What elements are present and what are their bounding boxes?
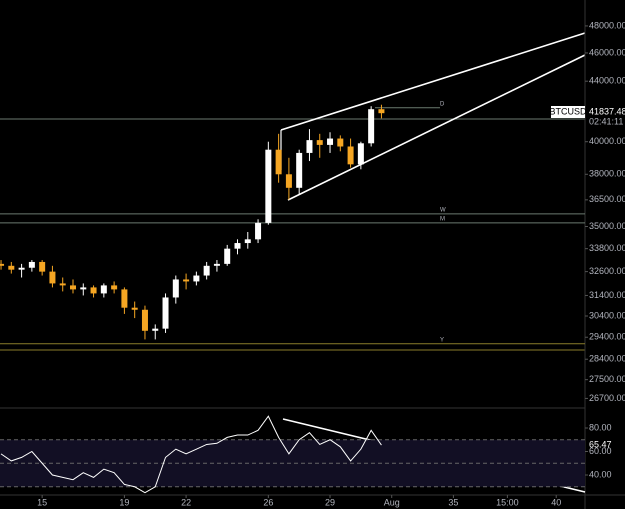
- candle-body: [49, 271, 56, 284]
- level-label: D: [440, 101, 445, 107]
- candle-body: [162, 297, 169, 329]
- candle-body: [0, 263, 5, 266]
- candle-body: [141, 309, 148, 331]
- x-tick-label: 22: [181, 497, 191, 507]
- level-label: Y: [440, 337, 444, 343]
- candle-body: [111, 285, 118, 290]
- rsi-line: [0, 415, 382, 494]
- y-tick-label: 33800.00: [589, 243, 625, 253]
- candle-body: [244, 239, 251, 244]
- candle-body: [224, 248, 231, 264]
- rsi-last-label: 65.47: [589, 439, 612, 449]
- candle-body: [378, 109, 385, 114]
- candle-body: [368, 109, 375, 144]
- y-tick-label: 30400.00: [589, 310, 625, 320]
- y-tick-label: 46000.00: [589, 47, 625, 57]
- candle-body: [80, 287, 87, 290]
- rsi-tick-label: 80.00: [589, 422, 612, 432]
- candle-body: [69, 285, 76, 290]
- x-tick-label: 15:00: [496, 497, 519, 507]
- candle-body: [183, 279, 190, 282]
- wedge-upper-line: [280, 32, 586, 131]
- x-tick-label: 40: [551, 497, 561, 507]
- rsi-tick-label: 40.00: [589, 469, 612, 479]
- candle-body: [306, 140, 313, 153]
- level-label: W: [440, 208, 446, 214]
- candle-body: [213, 263, 220, 266]
- level-label: M: [440, 216, 445, 222]
- candle-body: [59, 283, 66, 286]
- x-tick-label: 29: [325, 497, 335, 507]
- x-tick-label: 35: [448, 497, 458, 507]
- candle-body: [121, 289, 128, 308]
- y-tick-label: 27500.00: [589, 374, 625, 384]
- last-price-label: 41837.48: [589, 106, 625, 116]
- candle-body: [193, 275, 200, 282]
- candle-body: [337, 138, 344, 147]
- y-tick-label: 38000.00: [589, 169, 625, 179]
- candle-body: [90, 287, 97, 294]
- rsi-band: [0, 439, 585, 487]
- candle-body: [234, 243, 241, 249]
- y-tick-label: 44000.00: [589, 76, 625, 86]
- y-tick-label: 35000.00: [589, 221, 625, 231]
- y-tick-label: 36500.00: [589, 194, 625, 204]
- candle-body: [296, 152, 303, 188]
- candle-body: [316, 140, 323, 145]
- candle-body: [152, 328, 159, 331]
- y-tick-label: 40000.00: [589, 136, 625, 146]
- candle-body: [8, 265, 15, 270]
- x-tick-label: 19: [119, 497, 129, 507]
- candle-body: [172, 279, 179, 298]
- candle-body: [18, 267, 25, 270]
- candle-body: [203, 265, 210, 276]
- candle-body: [255, 222, 262, 240]
- y-tick-label: 48000.00: [589, 20, 625, 30]
- candle-body: [327, 138, 334, 145]
- candle-body: [28, 261, 35, 268]
- countdown-label: 02:41:11: [589, 116, 623, 126]
- candle-body: [100, 285, 107, 294]
- candle-body: [347, 146, 354, 165]
- y-tick-label: 31400.00: [589, 290, 625, 300]
- y-tick-label: 28400.00: [589, 354, 625, 364]
- candle-body: [39, 261, 46, 272]
- y-tick-label: 26700.00: [589, 393, 625, 403]
- rsi-tick-label: 60.00: [589, 446, 612, 456]
- candle-body: [357, 143, 364, 165]
- x-tick-label: 26: [263, 497, 273, 507]
- candle-body: [275, 149, 282, 175]
- y-tick-label: 29400.00: [589, 332, 625, 342]
- symbol-box: [551, 106, 585, 118]
- x-tick-label: 15: [37, 497, 47, 507]
- x-tick-label: Aug: [384, 497, 400, 507]
- symbol-label: BTCUSD: [549, 106, 587, 116]
- wedge-lower-line: [287, 54, 586, 201]
- y-tick-label: 32600.00: [589, 266, 625, 276]
- candle-body: [265, 149, 272, 223]
- candle-body: [131, 307, 138, 310]
- candle-body: [285, 174, 292, 188]
